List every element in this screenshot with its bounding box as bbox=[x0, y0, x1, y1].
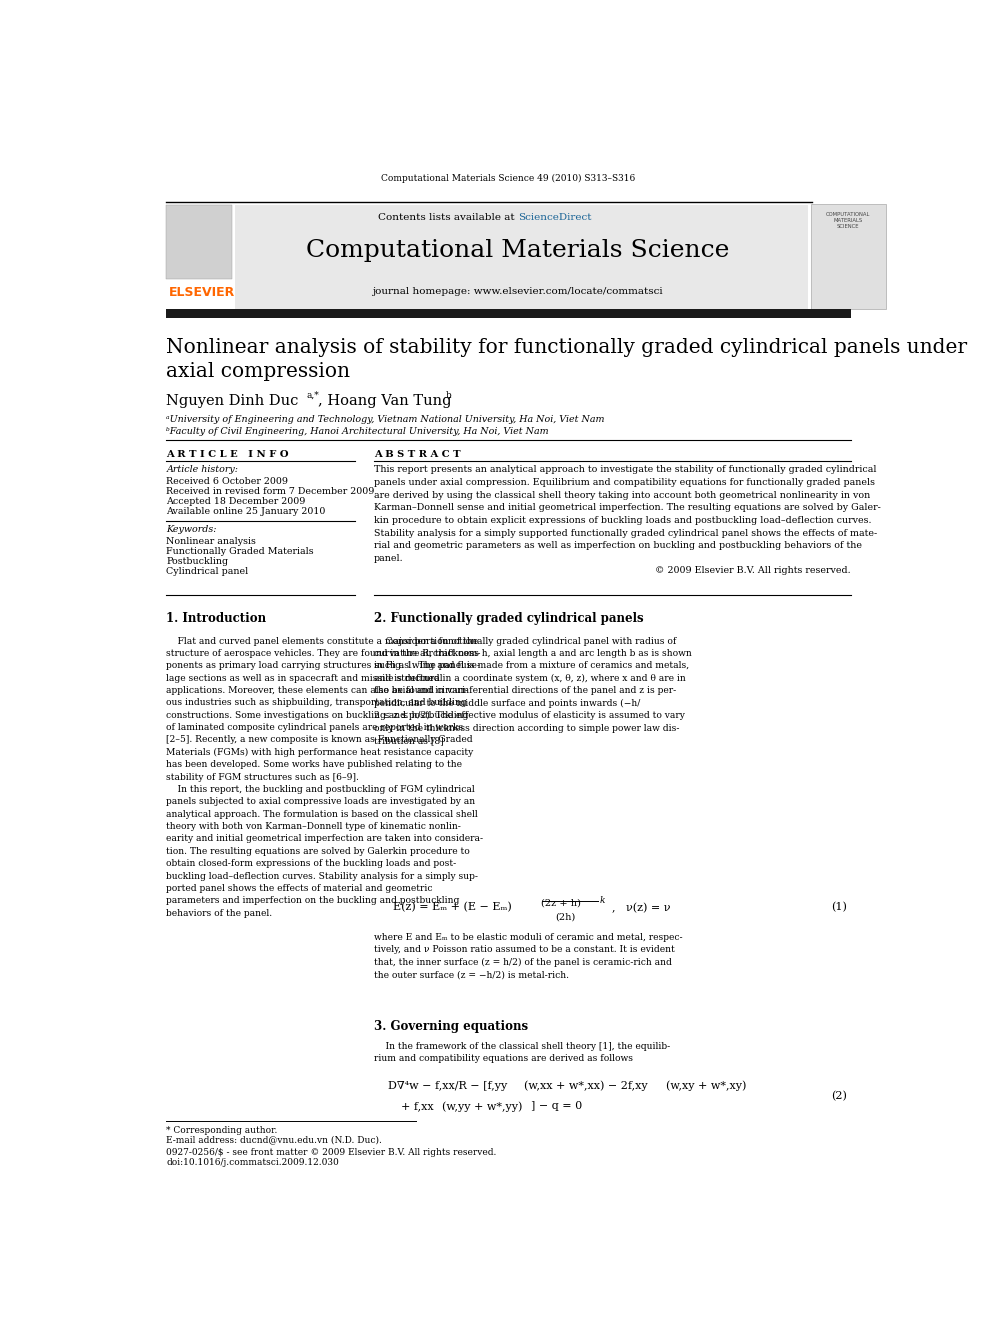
Text: Consider a functionally graded cylindrical panel with radius of
curvature R, thi: Consider a functionally graded cylindric… bbox=[374, 636, 691, 745]
Text: ᵃUniversity of Engineering and Technology, Vietnam National University, Ha Noi, : ᵃUniversity of Engineering and Technolog… bbox=[167, 415, 605, 425]
Text: Article history:: Article history: bbox=[167, 466, 238, 475]
Text: Computational Materials Science 49 (2010) S313–S316: Computational Materials Science 49 (2010… bbox=[381, 175, 636, 183]
Text: Flat and curved panel elements constitute a major portion of the
structure of ae: Flat and curved panel elements constitut… bbox=[167, 636, 483, 918]
Text: In the framework of the classical shell theory [1], the equilib-
rium and compat: In the framework of the classical shell … bbox=[374, 1043, 671, 1064]
Text: 1. Introduction: 1. Introduction bbox=[167, 613, 267, 624]
Text: + f,xx: + f,xx bbox=[401, 1101, 434, 1111]
Text: , Hoang Van Tung: , Hoang Van Tung bbox=[317, 394, 451, 407]
Text: * Corresponding author.: * Corresponding author. bbox=[167, 1126, 278, 1135]
Text: E-mail address: ducnd@vnu.edu.vn (N.D. Duc).: E-mail address: ducnd@vnu.edu.vn (N.D. D… bbox=[167, 1135, 382, 1144]
Text: 0927-0256/$ - see front matter © 2009 Elsevier B.V. All rights reserved.: 0927-0256/$ - see front matter © 2009 El… bbox=[167, 1148, 497, 1156]
Text: 3. Governing equations: 3. Governing equations bbox=[374, 1020, 528, 1032]
Text: 2. Functionally graded cylindrical panels: 2. Functionally graded cylindrical panel… bbox=[374, 613, 644, 624]
Text: Available online 25 January 2010: Available online 25 January 2010 bbox=[167, 507, 325, 516]
Text: journal homepage: www.elsevier.com/locate/commatsci: journal homepage: www.elsevier.com/locat… bbox=[372, 287, 663, 296]
Text: A R T I C L E   I N F O: A R T I C L E I N F O bbox=[167, 450, 289, 459]
Text: ELSEVIER: ELSEVIER bbox=[169, 286, 235, 299]
Text: E(z) = Eₘ + (E⁣ − Eₘ): E(z) = Eₘ + (E⁣ − Eₘ) bbox=[393, 902, 512, 913]
Text: Computational Materials Science: Computational Materials Science bbox=[306, 239, 729, 262]
Text: D∇⁴w − f,xx/R − [f,yy: D∇⁴w − f,xx/R − [f,yy bbox=[388, 1081, 507, 1090]
Text: b: b bbox=[445, 392, 451, 400]
Text: COMPUTATIONAL
MATERIALS
SCIENCE: COMPUTATIONAL MATERIALS SCIENCE bbox=[826, 212, 870, 229]
Text: a,*: a,* bbox=[307, 392, 319, 400]
Text: A B S T R A C T: A B S T R A C T bbox=[374, 450, 460, 459]
Text: Postbuckling: Postbuckling bbox=[167, 557, 228, 566]
FancyBboxPatch shape bbox=[810, 204, 886, 308]
Text: © 2009 Elsevier B.V. All rights reserved.: © 2009 Elsevier B.V. All rights reserved… bbox=[655, 566, 850, 576]
Text: Cylindrical panel: Cylindrical panel bbox=[167, 568, 249, 577]
Text: Functionally Graded Materials: Functionally Graded Materials bbox=[167, 546, 313, 556]
FancyBboxPatch shape bbox=[167, 205, 231, 279]
Text: ScienceDirect: ScienceDirect bbox=[518, 213, 591, 222]
Text: (2z + h): (2z + h) bbox=[542, 898, 581, 908]
Text: ] − q = 0: ] − q = 0 bbox=[532, 1101, 582, 1111]
FancyBboxPatch shape bbox=[235, 205, 808, 308]
Text: k: k bbox=[600, 896, 605, 905]
Text: (2): (2) bbox=[830, 1091, 847, 1101]
Text: Contents lists available at: Contents lists available at bbox=[378, 213, 518, 222]
Text: doi:10.1016/j.commatsci.2009.12.030: doi:10.1016/j.commatsci.2009.12.030 bbox=[167, 1158, 339, 1167]
Text: Nonlinear analysis of stability for functionally graded cylindrical panels under: Nonlinear analysis of stability for func… bbox=[167, 339, 967, 381]
Text: Accepted 18 December 2009: Accepted 18 December 2009 bbox=[167, 497, 306, 505]
Text: (w,yy + w*,yy): (w,yy + w*,yy) bbox=[441, 1101, 522, 1111]
Text: (w,xx + w*,xx) − 2f,xy: (w,xx + w*,xx) − 2f,xy bbox=[524, 1081, 648, 1091]
Text: ᵇFaculty of Civil Engineering, Hanoi Architectural University, Ha Noi, Viet Nam: ᵇFaculty of Civil Engineering, Hanoi Arc… bbox=[167, 427, 549, 435]
Text: ,   ν(z) = ν: , ν(z) = ν bbox=[612, 902, 671, 913]
FancyBboxPatch shape bbox=[167, 308, 850, 318]
Text: Nonlinear analysis: Nonlinear analysis bbox=[167, 537, 256, 545]
Text: Keywords:: Keywords: bbox=[167, 525, 217, 534]
Text: Nguyen Dinh Duc: Nguyen Dinh Duc bbox=[167, 394, 299, 407]
Text: Received 6 October 2009: Received 6 October 2009 bbox=[167, 476, 289, 486]
Text: (1): (1) bbox=[830, 902, 847, 913]
Text: where E⁣ and Eₘ to be elastic moduli of ceramic and metal, respec-
tively, and ν: where E⁣ and Eₘ to be elastic moduli of … bbox=[374, 933, 682, 979]
Text: (w,xy + w*,xy): (w,xy + w*,xy) bbox=[666, 1081, 746, 1091]
Text: This report presents an analytical approach to investigate the stability of func: This report presents an analytical appro… bbox=[374, 466, 881, 562]
Text: (2h): (2h) bbox=[556, 913, 575, 922]
Text: Received in revised form 7 December 2009: Received in revised form 7 December 2009 bbox=[167, 487, 375, 496]
